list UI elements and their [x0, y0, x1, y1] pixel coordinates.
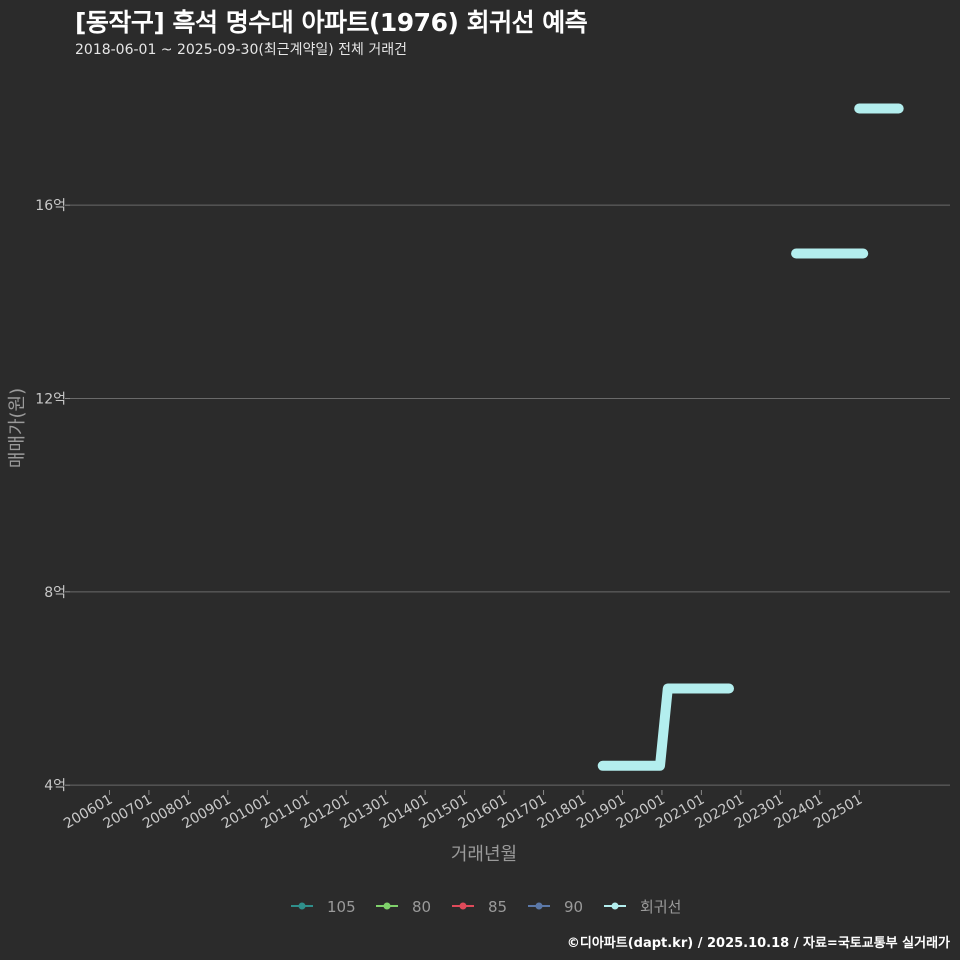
legend-label: 90 [564, 898, 583, 916]
legend-label: 회귀선 [640, 898, 681, 916]
legend-item: 90 [528, 898, 583, 916]
legend-key-marker [383, 902, 391, 910]
legend: 105 80 85 90 회귀선 [291, 898, 681, 916]
legend-label: 85 [488, 898, 507, 916]
y-tick-label: 4억 [44, 778, 66, 794]
chart-title: [동작구] 흑석 명수대 아파트(1976) 회귀선 예측 [75, 8, 588, 37]
x-axis: 2006012007012008012009012010012011012012… [61, 790, 865, 832]
y-tick-label: 12억 [35, 392, 66, 408]
y-tick-label: 8억 [44, 585, 66, 601]
legend-label: 105 [327, 898, 356, 916]
legend-key-marker [611, 902, 619, 910]
legend-key-marker [535, 902, 543, 910]
legend-item: 85 [452, 898, 507, 916]
legend-item: 회귀선 [604, 898, 681, 916]
x-axis-title: 거래년월 [451, 844, 517, 865]
data-source-credit: ©디아파트(dapt.kr) / 2025.10.18 / 자료=국토교통부 실… [566, 936, 950, 951]
series-layer [597, 103, 904, 771]
y-axis: 4억 8억 12억 16억 [35, 198, 70, 794]
y-axis-title: 매매가(원) [7, 388, 28, 468]
grid-layer [70, 204, 950, 786]
legend-item: 80 [376, 898, 431, 916]
y-tick-label: 16억 [35, 198, 66, 214]
legend-label: 80 [412, 898, 431, 916]
legend-key-marker [459, 902, 467, 910]
regression-line-segment [597, 683, 734, 771]
chart-subtitle: 2018-06-01 ~ 2025-09-30(최근계약일) 전체 거래건 [75, 42, 407, 58]
legend-key-marker [298, 902, 306, 910]
legend-item: 105 [291, 898, 356, 916]
